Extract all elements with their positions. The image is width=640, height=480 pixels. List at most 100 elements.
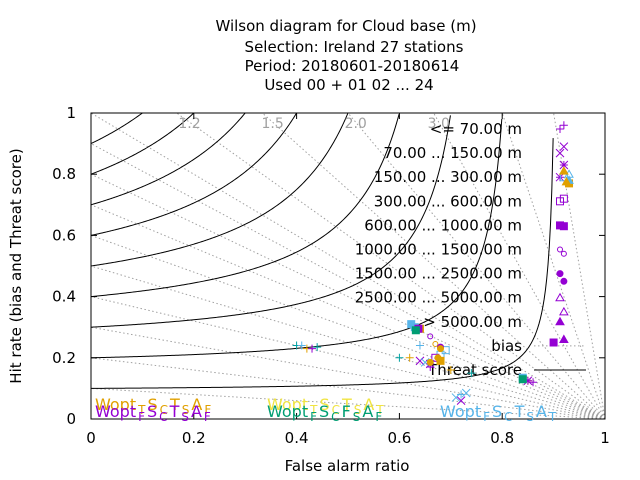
data-point [561,176,572,186]
data-point [420,358,430,367]
title-line-1: Wilson diagram for Cloud base (m) [215,17,476,35]
wopt-sub: A [536,402,547,421]
threat-score-curve [91,114,400,298]
wopt-sub: F [483,410,490,424]
data-point [308,344,317,353]
data-point [415,341,424,350]
wopt-sub: F [310,410,317,424]
wopt-sub: S [354,403,362,417]
threat-score-curve [91,115,451,328]
x-tick-label: 0.2 [182,429,206,447]
threat-score-curve [91,113,297,236]
data-point [432,341,439,348]
legend-label: Threat score [427,361,522,379]
wopt-text: Wopt [440,402,481,421]
wopt-sub: A [191,395,202,414]
wopt-sub: T [137,403,146,417]
data-point [405,353,414,362]
wopt-sub: C [332,403,340,417]
legend-label: bias [491,337,522,355]
wopt-label: Wopt T S C T S A T [267,395,384,417]
data-point [560,277,568,285]
wopt-sub: A [191,402,202,421]
wopt-sub: F [204,410,211,424]
x-tick-label: 0.6 [387,429,411,447]
legend-label: 600.00 ... 1000.00 m [364,216,522,234]
wopt-sub: T [375,403,384,417]
data-point [559,334,569,343]
wopt-sub: A [362,402,373,421]
bias-line [261,113,605,419]
wopt-sub: S [181,410,189,424]
wopt-sub: S [526,410,534,424]
wopt-text: Wopt [95,395,136,414]
title-line-2: Selection: Ireland 27 stations [245,38,464,56]
wopt-sub: T [514,402,525,421]
bias-line [91,326,605,419]
threat-score-curve [91,113,349,267]
data-point [437,345,445,353]
axis-ticks: 0 0.2 0.4 0.6 0.8 1 0 0.2 0.4 0.6 0.8 1 [52,104,610,447]
bias-line [91,296,605,419]
wopt-sub: F [375,410,382,424]
wopt-sub: S [182,403,190,417]
data-point [559,306,569,316]
data-point [456,396,466,405]
wopt-sub: S [147,402,157,421]
wopt-sub: C [331,410,339,424]
data-point [446,366,455,375]
title-line-4: Used 00 + 01 02 ... 24 [264,76,433,94]
bias-line [91,387,605,419]
legend-marker [555,316,565,326]
bias-line [91,204,605,419]
legend-label: 2500.00 ... 5000.00 m [355,289,522,307]
legend-label: 300.00 ... 600.00 m [374,192,522,210]
data-point [518,375,527,384]
y-tick-label: 0.2 [52,349,76,367]
wopt-sub: S [353,410,361,424]
x-tick-label: 0 [86,429,96,447]
data-point [467,369,476,378]
wopt-sub: S [492,402,502,421]
threat-score-curves [91,113,554,389]
y-axis-label: Hit rate (bias and Threat score) [7,148,25,383]
data-point [529,378,538,387]
bias-line [91,173,605,419]
wopt-sub: A [363,395,374,414]
wopt-sub: F [138,410,145,424]
wopt-text: Wopt [267,402,308,421]
chart-title: Wilson diagram for Cloud base (m) Select… [215,17,476,94]
legend-marker [556,125,564,133]
wopt-sub: T [309,403,318,417]
y-tick-label: 0.4 [52,288,76,306]
wopt-sub: T [169,402,180,421]
legend-marker [555,292,565,302]
wopt-label: Wopt F S C F S A F [267,402,382,424]
data-point [461,388,471,398]
legend-label: 150.00 ... 300.00 m [374,168,522,186]
data-point [451,393,461,402]
x-tick-label: 0.4 [285,429,309,447]
y-tick-label: 0.8 [52,165,76,183]
legend-label: <= 70.00 m [430,120,522,138]
legend-label: 70.00 ... 150.00 m [383,144,522,162]
wopt-label: Wopt T S C T S A F [95,395,211,417]
wopt-sub: F [204,403,211,417]
y-tick-label: 0 [66,410,76,428]
bias-labels: 1.2 1.5 2.0 3.0 [178,116,450,132]
data-point [411,326,420,335]
legend-marker [555,148,565,158]
data-point [523,376,533,386]
legend-label: 1000.00 ... 1500.00 m [355,241,522,259]
y-tick-label: 0.6 [52,226,76,244]
threat-score-curve [91,138,554,389]
data-point [415,356,425,366]
wopt-sub: S [147,395,157,414]
data-point [559,142,569,152]
wopt-sub: S [319,395,329,414]
legend-marker [556,270,564,278]
bias-label: 1.5 [261,116,283,132]
y-tick-label: 1 [66,104,76,122]
legend: <= 70.00 m 70.00 ... 150.00 m 150.00 ... 3… [355,120,586,379]
